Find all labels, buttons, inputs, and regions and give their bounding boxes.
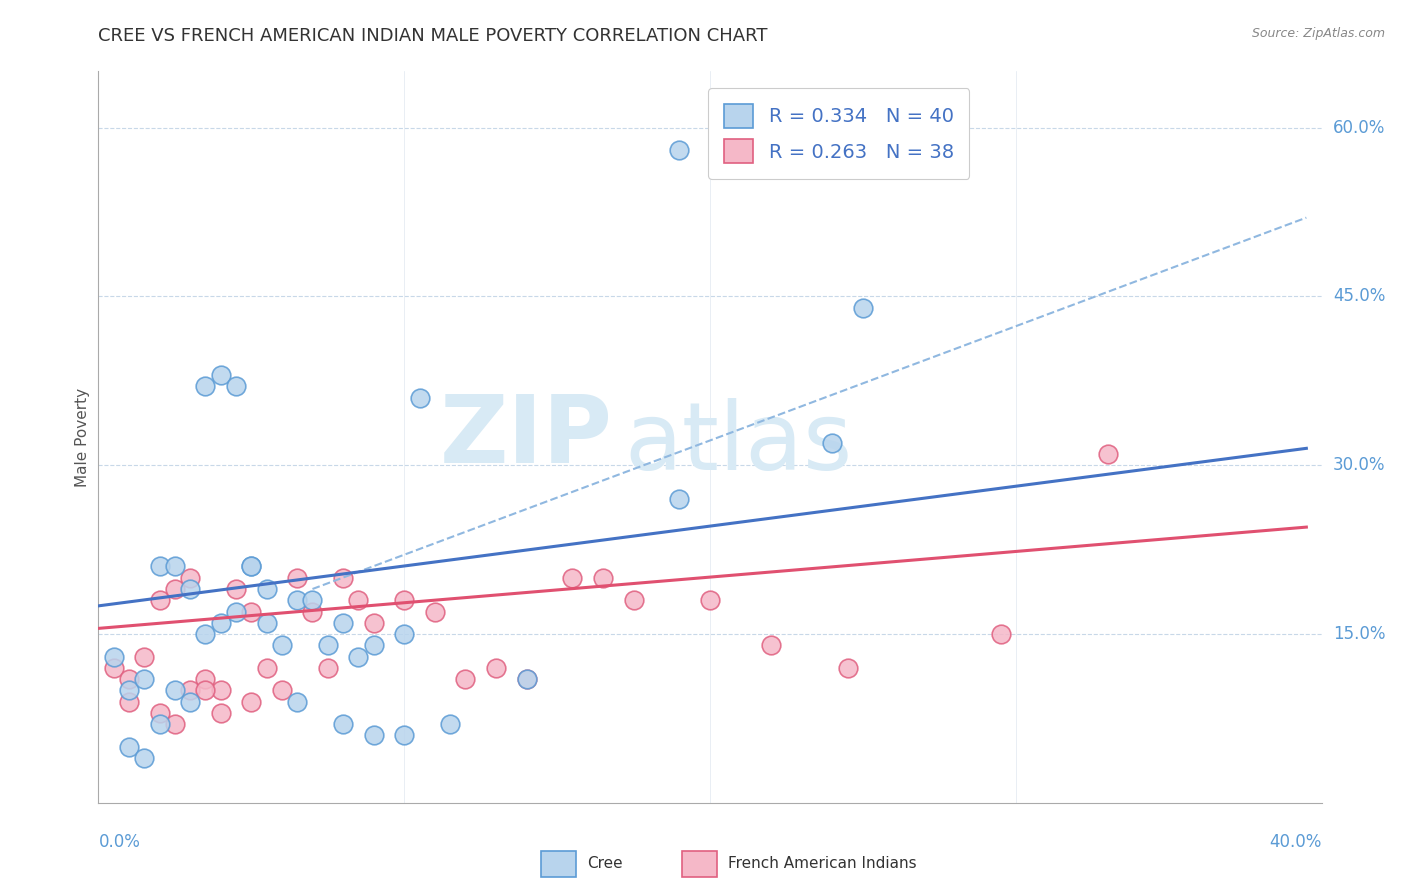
Point [285, 694, 308, 708]
Point [439, 717, 461, 731]
Point [363, 615, 385, 630]
Y-axis label: Male Poverty: Male Poverty [75, 387, 90, 487]
Point [256, 661, 278, 675]
Point [316, 661, 339, 675]
Point [240, 605, 263, 619]
Point [179, 694, 201, 708]
FancyBboxPatch shape [682, 851, 717, 877]
Point [837, 661, 859, 675]
Point [561, 571, 583, 585]
Point [225, 379, 247, 393]
Point [592, 571, 614, 585]
Point [408, 391, 430, 405]
Point [516, 672, 538, 686]
Point [118, 672, 141, 686]
Point [209, 615, 232, 630]
Point [454, 672, 477, 686]
Point [118, 694, 141, 708]
Text: Source: ZipAtlas.com: Source: ZipAtlas.com [1251, 27, 1385, 40]
Point [194, 683, 217, 698]
Point [363, 638, 385, 652]
Point [209, 368, 232, 383]
Point [118, 683, 141, 698]
Text: atlas: atlas [624, 399, 852, 491]
Point [699, 593, 721, 607]
Legend: R = 0.334   N = 40, R = 0.263   N = 38: R = 0.334 N = 40, R = 0.263 N = 38 [709, 88, 969, 178]
Point [668, 143, 690, 157]
Point [516, 672, 538, 686]
Point [821, 435, 844, 450]
Point [423, 605, 446, 619]
Point [149, 717, 172, 731]
Point [392, 593, 416, 607]
Point [363, 728, 385, 742]
Text: Cree: Cree [588, 855, 623, 871]
Point [332, 717, 354, 731]
Point [270, 638, 292, 652]
Point [194, 672, 217, 686]
Point [347, 649, 370, 664]
Point [332, 571, 354, 585]
Point [149, 706, 172, 720]
Point [759, 638, 782, 652]
Text: CREE VS FRENCH AMERICAN INDIAN MALE POVERTY CORRELATION CHART: CREE VS FRENCH AMERICAN INDIAN MALE POVE… [98, 27, 768, 45]
Point [225, 582, 247, 596]
Point [163, 683, 186, 698]
Point [316, 638, 339, 652]
Point [103, 649, 125, 664]
Point [134, 751, 156, 765]
Point [240, 559, 263, 574]
Point [301, 593, 323, 607]
Point [1097, 447, 1119, 461]
Point [392, 728, 416, 742]
Point [163, 559, 186, 574]
Point [392, 627, 416, 641]
Point [990, 627, 1012, 641]
Point [194, 379, 217, 393]
Point [240, 559, 263, 574]
Text: 45.0%: 45.0% [1333, 287, 1385, 305]
Point [179, 571, 201, 585]
Point [134, 649, 156, 664]
Point [225, 605, 247, 619]
Point [623, 593, 645, 607]
Point [163, 717, 186, 731]
Text: 60.0%: 60.0% [1333, 119, 1385, 136]
Text: French American Indians: French American Indians [728, 855, 917, 871]
Point [347, 593, 370, 607]
Point [285, 593, 308, 607]
Point [301, 605, 323, 619]
Point [668, 491, 690, 506]
Point [179, 582, 201, 596]
Point [270, 683, 292, 698]
Point [149, 559, 172, 574]
Text: 40.0%: 40.0% [1270, 833, 1322, 851]
Point [134, 672, 156, 686]
Text: 0.0%: 0.0% [98, 833, 141, 851]
Point [256, 582, 278, 596]
Point [149, 593, 172, 607]
Point [194, 627, 217, 641]
FancyBboxPatch shape [541, 851, 576, 877]
Point [240, 694, 263, 708]
Point [485, 661, 508, 675]
Text: ZIP: ZIP [439, 391, 612, 483]
Point [103, 661, 125, 675]
Point [163, 582, 186, 596]
Point [209, 706, 232, 720]
Point [179, 683, 201, 698]
Text: 15.0%: 15.0% [1333, 625, 1385, 643]
Point [285, 571, 308, 585]
Point [852, 301, 875, 315]
Point [118, 739, 141, 754]
Point [209, 683, 232, 698]
Text: 30.0%: 30.0% [1333, 456, 1385, 475]
Point [256, 615, 278, 630]
Point [332, 615, 354, 630]
